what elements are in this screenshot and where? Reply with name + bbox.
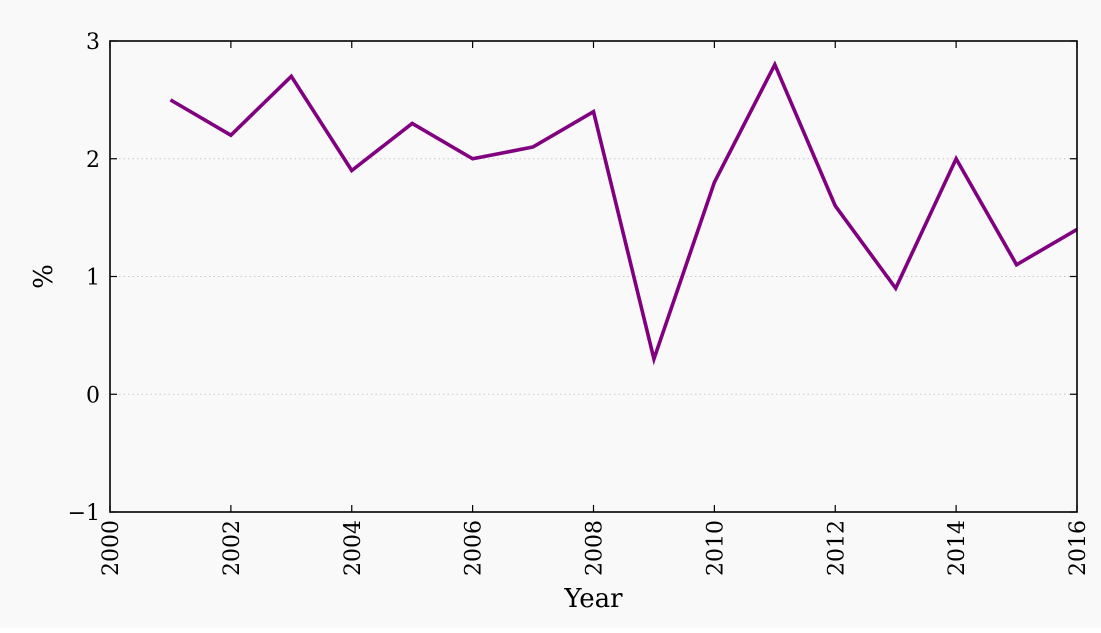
- x-axis-label: Year: [563, 584, 623, 614]
- y-tick-label: 1: [86, 266, 100, 291]
- x-tick-label: 2010: [703, 520, 728, 576]
- y-tick-label: 0: [86, 383, 100, 408]
- y-axis-label: %: [29, 264, 59, 289]
- y-tick-label: −1: [68, 501, 100, 526]
- x-tick-label: 2002: [220, 520, 245, 576]
- y-axis-tick-labels: −1 0 1 2 3: [68, 30, 100, 526]
- series-layer: [169, 60, 1078, 366]
- y-tick-label: 2: [86, 148, 100, 173]
- grid-lines: [110, 158, 1077, 395]
- x-tick-label: 2008: [583, 520, 608, 576]
- series-line: [169, 60, 1078, 366]
- x-tick-label: 2006: [462, 520, 487, 576]
- x-tick-label: 2004: [341, 520, 366, 576]
- x-tick-label: 2016: [1066, 520, 1091, 576]
- axis-ticks: [109, 40, 1078, 513]
- x-axis-tick-labels: 2000 2002 2004 2006 2008 2010 2012 2014 2016: [99, 520, 1091, 576]
- x-tick-label: 2014: [945, 520, 970, 576]
- y-tick-label: 3: [86, 30, 100, 55]
- x-tick-label: 2000: [99, 520, 124, 576]
- x-tick-label: 2012: [824, 520, 849, 576]
